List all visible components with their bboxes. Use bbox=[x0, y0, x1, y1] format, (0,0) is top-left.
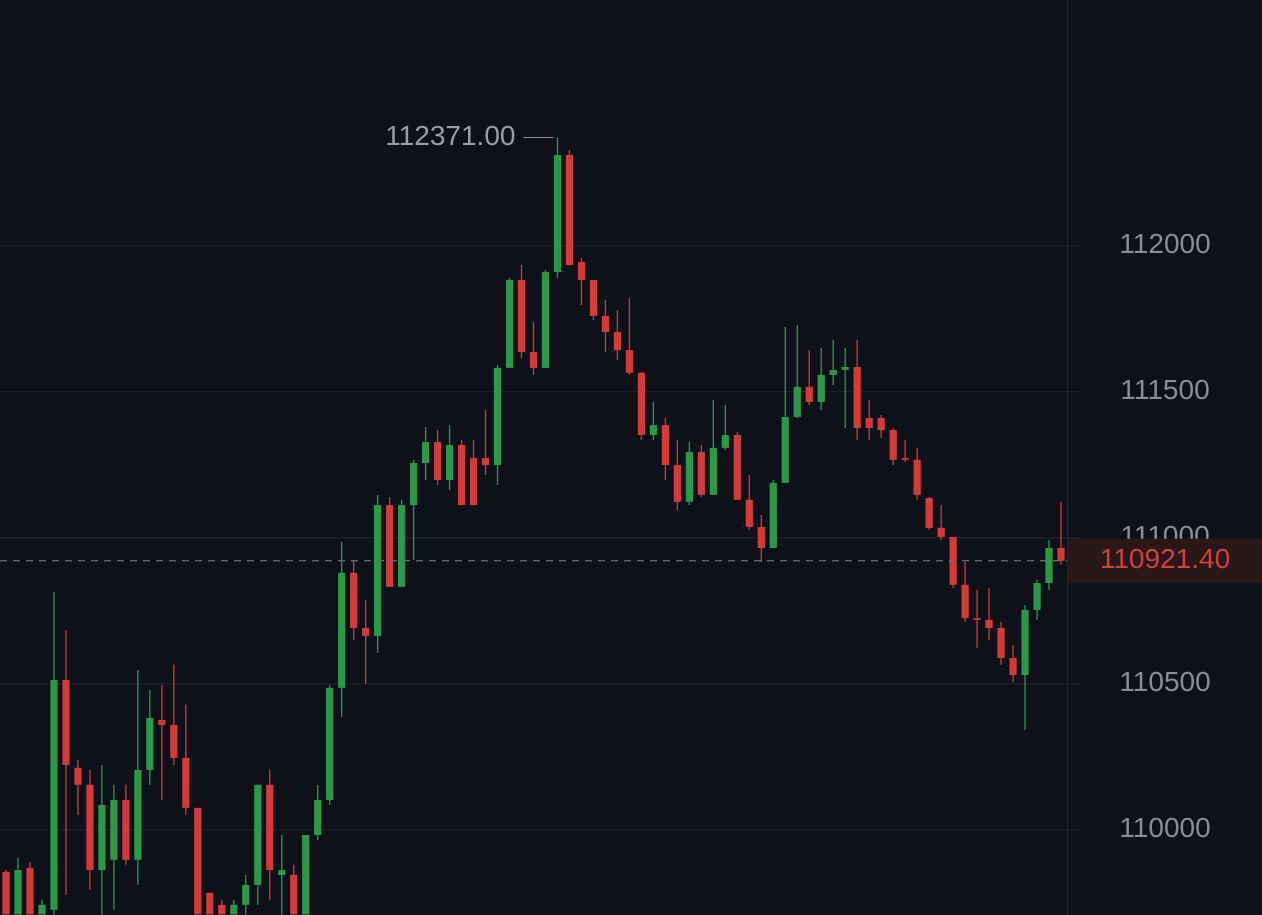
candle-body bbox=[146, 717, 154, 770]
candle-body bbox=[410, 463, 418, 506]
candle-body bbox=[601, 315, 610, 332]
candle-body bbox=[38, 904, 46, 915]
candle-body bbox=[589, 279, 598, 316]
candle-body bbox=[445, 444, 454, 480]
last-price-label: 110921.40 bbox=[1100, 543, 1230, 574]
candle-body bbox=[326, 687, 334, 800]
candle-body bbox=[266, 784, 274, 871]
candle-body bbox=[1021, 609, 1029, 676]
candle-body bbox=[469, 458, 478, 506]
candle-body bbox=[398, 505, 406, 587]
candle-body bbox=[625, 350, 634, 373]
candle-body bbox=[853, 366, 861, 429]
candle-body bbox=[709, 447, 717, 495]
candle-body bbox=[278, 870, 286, 876]
candle-body bbox=[1045, 548, 1053, 584]
y-tick-label: 110500 bbox=[1119, 666, 1210, 697]
candle-body bbox=[745, 499, 753, 527]
candle-body bbox=[721, 435, 729, 448]
candle-body bbox=[422, 442, 430, 464]
candle-body bbox=[637, 372, 645, 436]
candle-body bbox=[769, 482, 777, 549]
candle-body bbox=[649, 425, 657, 436]
candle-body bbox=[182, 757, 190, 808]
candle-body bbox=[541, 272, 550, 368]
candle-body bbox=[529, 352, 538, 368]
candle-body bbox=[865, 418, 873, 429]
candle-body bbox=[553, 155, 562, 273]
candle-body bbox=[290, 875, 298, 915]
candle-body bbox=[14, 870, 22, 915]
candle-body bbox=[673, 465, 681, 502]
candle-body bbox=[961, 584, 969, 619]
candle-body bbox=[302, 835, 310, 915]
candle-body bbox=[613, 331, 622, 351]
candle-body bbox=[817, 374, 825, 403]
candle-body bbox=[757, 526, 765, 549]
candle-body bbox=[26, 867, 34, 915]
candle-body bbox=[158, 719, 166, 725]
candle-body bbox=[505, 279, 514, 368]
candle-body bbox=[841, 366, 849, 370]
candle-body bbox=[913, 459, 921, 495]
candle-body bbox=[170, 724, 178, 758]
candle-body bbox=[661, 425, 669, 466]
candle-body bbox=[577, 261, 586, 280]
candle-body bbox=[1033, 583, 1041, 610]
candle-body bbox=[254, 784, 262, 885]
candle-body bbox=[481, 458, 490, 466]
candle-body bbox=[925, 498, 933, 528]
candle-body bbox=[86, 784, 94, 871]
candle-body bbox=[338, 572, 346, 688]
candle-body bbox=[457, 444, 466, 506]
candle-body bbox=[805, 386, 813, 403]
candle-body bbox=[793, 386, 801, 417]
candle-body bbox=[206, 892, 214, 915]
candle-body bbox=[781, 416, 789, 483]
high-label: 112371.00 bbox=[385, 120, 515, 151]
candle-body bbox=[433, 442, 442, 480]
candle-body bbox=[829, 369, 837, 375]
y-tick-label: 110000 bbox=[1119, 812, 1210, 843]
candle-body bbox=[2, 871, 10, 915]
candle-body bbox=[218, 904, 226, 915]
candle-body bbox=[697, 451, 705, 495]
candle-body bbox=[314, 799, 322, 836]
candle-body bbox=[937, 527, 945, 537]
y-tick-label: 111500 bbox=[1120, 374, 1209, 405]
candle-body bbox=[685, 451, 693, 502]
candle-body bbox=[493, 367, 502, 466]
candle-body bbox=[122, 799, 130, 860]
candle-body bbox=[985, 619, 993, 629]
candle-body bbox=[74, 767, 82, 785]
candle-body bbox=[194, 807, 202, 915]
last-price-box bbox=[1068, 538, 1262, 583]
candle-body bbox=[230, 904, 238, 915]
candle-body bbox=[134, 769, 142, 860]
candle-body bbox=[901, 458, 909, 460]
candle-body bbox=[973, 618, 981, 620]
candle-body bbox=[386, 505, 394, 587]
candle-body bbox=[50, 679, 58, 910]
candle-body bbox=[98, 804, 106, 871]
candle-body bbox=[362, 628, 370, 636]
y-tick-label: 112000 bbox=[1119, 228, 1210, 259]
candle-body bbox=[733, 435, 741, 500]
candle-body bbox=[517, 279, 526, 353]
candle-body bbox=[242, 884, 250, 905]
candle-body bbox=[374, 505, 382, 636]
candle-body bbox=[110, 799, 118, 860]
candle-body bbox=[565, 155, 574, 266]
candle-body bbox=[877, 418, 885, 431]
candle-body bbox=[889, 430, 897, 460]
candle-body bbox=[1009, 658, 1017, 676]
candle-body bbox=[62, 679, 70, 765]
candle-body bbox=[1057, 548, 1065, 561]
candle-body bbox=[997, 628, 1005, 659]
candle-body bbox=[350, 572, 358, 629]
